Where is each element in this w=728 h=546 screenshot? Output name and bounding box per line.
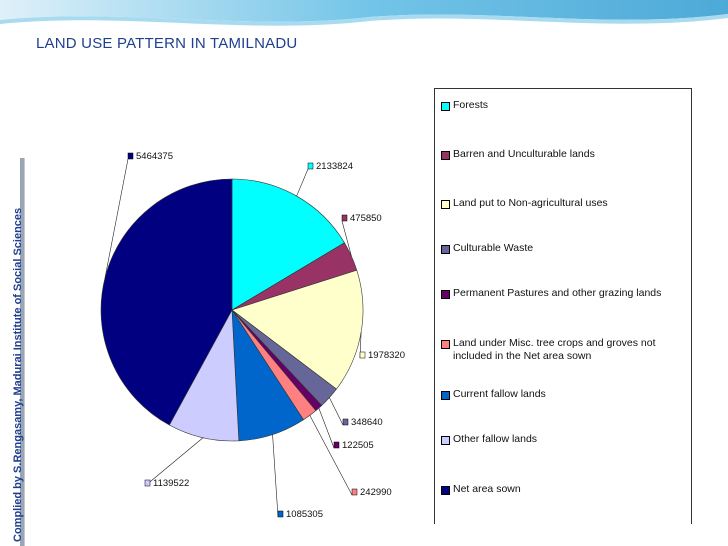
slice-label-marker-1 (307, 162, 314, 170)
credit-text: Complied by S.Rengasamy, Madurai Institu… (12, 207, 24, 542)
leader-line-2 (341, 220, 352, 257)
leader-line-8 (144, 437, 204, 487)
legend-label: Net area sown (453, 483, 521, 495)
slice-label-marker-5 (333, 441, 340, 449)
chart-legend: Forests Barren and Unculturable lands Land… (434, 88, 692, 524)
chart-panel: 2133824 475850 1978320 348640 122505 242990 10… (32, 76, 428, 524)
slice-value-label-5: 122505 (342, 440, 374, 451)
legend-swatch (441, 391, 450, 400)
slice-value-label-9: 5464375 (136, 151, 173, 162)
legend-swatch (441, 200, 450, 209)
legend-label: Culturable Waste (453, 242, 534, 254)
side-bar-stripe (20, 158, 24, 546)
slice-value-label-1: 2133824 (316, 161, 353, 172)
slice-label-marker-4 (342, 418, 349, 426)
legend-swatch (441, 245, 450, 254)
legend-swatch (441, 102, 450, 111)
slice-label-marker-8 (144, 479, 151, 487)
leader-line-1 (296, 168, 309, 197)
slide-title: LAND USE PATTERN IN TAMILNADU (36, 35, 298, 52)
legend-label: Permanent Pastures and other grazing lan… (453, 287, 662, 299)
slice-value-label-6: 242990 (360, 487, 392, 498)
legend-label: Land under Misc. tree crops and groves n… (453, 337, 656, 362)
side-bar (0, 158, 25, 546)
pie-chart: 2133824 475850 1978320 348640 122505 242990 10… (100, 151, 405, 520)
legend-label: Land put to Non-agricultural uses (453, 197, 608, 209)
slice-label-marker-9 (127, 152, 134, 160)
legend-swatch (441, 486, 450, 495)
leader-line-6 (309, 415, 353, 496)
pie-slice-1 (231, 178, 345, 311)
slice-label-marker-2 (341, 214, 348, 222)
leader-line-5 (318, 407, 335, 449)
legend-swatch (441, 151, 450, 160)
legend-swatch (441, 290, 450, 299)
legend-swatch (441, 340, 450, 349)
legend-swatch (441, 436, 450, 445)
legend-label: Barren and Unculturable lands (453, 148, 595, 160)
legend-label: Current fallow lands (453, 388, 546, 400)
slice-label-marker-7 (277, 510, 284, 518)
pie-slice-9 (100, 178, 233, 426)
slice-value-label-8: 1139522 (153, 478, 189, 489)
header-wave-band (0, 0, 728, 26)
leader-line-7 (272, 434, 279, 518)
legend-label: Forests (453, 99, 489, 111)
slice-label-marker-6 (351, 488, 358, 496)
legend-label: Other fallow lands (453, 433, 538, 445)
slice-value-label-2: 475850 (350, 213, 382, 224)
slice-value-label-7: 1085305 (286, 509, 323, 520)
leader-line-4 (329, 397, 344, 426)
leader-line-9 (104, 158, 129, 278)
slice-label-marker-3 (359, 351, 366, 359)
slice-value-label-4: 348640 (351, 417, 383, 428)
slice-value-label-3: 1978320 (368, 350, 405, 361)
